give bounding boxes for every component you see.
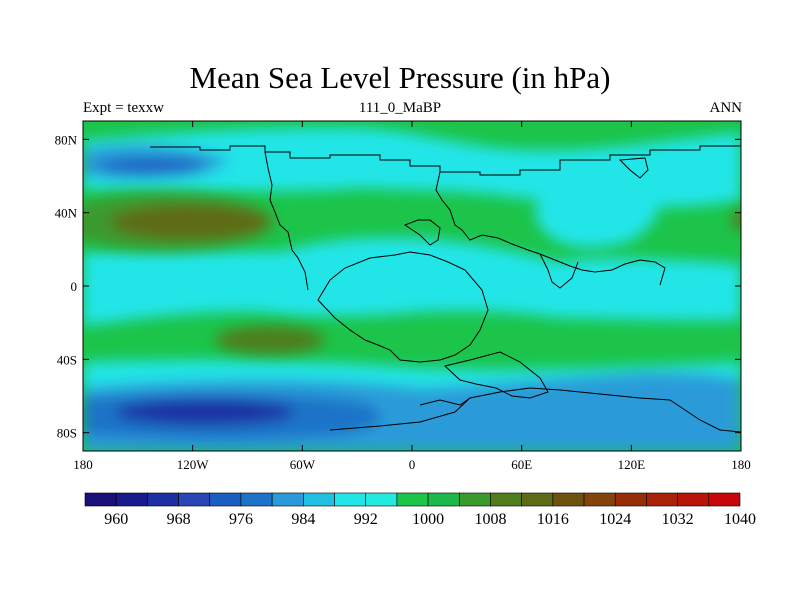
colorbar-label: 960 xyxy=(104,511,128,528)
colorbar-swatch xyxy=(552,492,585,507)
coastline-antarctica xyxy=(329,387,741,433)
y-tick-label: 40N xyxy=(55,206,78,221)
x-tick-label: 60W xyxy=(290,457,316,472)
coastline-gulf xyxy=(403,219,441,246)
colorbar-swatch xyxy=(708,492,741,507)
contour-fill xyxy=(83,121,741,451)
season-label: ANN xyxy=(709,100,743,116)
colorbar: 960 968 976 984 992 1000 1008 1016 1024 1032 1040 xyxy=(84,492,756,528)
x-tick-label: 0 xyxy=(409,457,416,472)
x-tick-label: 180 xyxy=(73,457,93,472)
contour-low-north-core xyxy=(97,158,207,174)
colorbar-label: 992 xyxy=(354,511,378,528)
colorbar-swatch xyxy=(427,492,460,507)
colorbar-swatch xyxy=(115,492,148,507)
period-label: 111_0_MaBP xyxy=(358,100,442,116)
contour-high-south-1016 xyxy=(215,326,325,354)
x-tick-label: 120W xyxy=(177,457,210,472)
coastline-islands xyxy=(618,157,649,179)
colorbar-swatch xyxy=(521,492,554,507)
colorbar-label: 1000 xyxy=(412,511,444,528)
colorbar-swatch xyxy=(240,492,273,507)
coastline-north xyxy=(150,145,741,176)
contour-high-mideast xyxy=(535,178,659,248)
coastline-africa xyxy=(317,251,489,363)
experiment-label: Expt = texxw xyxy=(83,100,164,116)
colorbar-swatch xyxy=(147,492,179,507)
colorbar-label: 1040 xyxy=(724,511,756,528)
coastline-americas xyxy=(264,151,309,291)
colorbar-label: 984 xyxy=(291,511,315,528)
colorbar-label: 976 xyxy=(229,511,253,528)
colorbar-swatch xyxy=(677,492,710,507)
colorbar-label: 1032 xyxy=(662,511,694,528)
colorbar-swatch xyxy=(614,492,647,507)
colorbar-label: 1008 xyxy=(474,511,506,528)
colorbar-swatch xyxy=(178,492,211,507)
contour-low-south-deep xyxy=(115,399,295,425)
latitude-ticks: 80N 40N 0 40S 80S xyxy=(55,132,741,441)
colorbar-swatch xyxy=(209,492,242,507)
contour-band-equator xyxy=(83,237,741,326)
colorbar-swatch xyxy=(303,492,335,507)
colorbar-swatch xyxy=(84,492,117,507)
y-tick-label: 0 xyxy=(71,279,78,294)
coastline-india xyxy=(539,253,579,289)
colorbar-swatch xyxy=(646,492,678,507)
coastline-antarctica-east xyxy=(419,397,471,406)
colorbar-swatch xyxy=(365,492,398,507)
coastlines xyxy=(150,145,741,433)
colorbar-swatch xyxy=(334,492,367,507)
x-tick-label: 60E xyxy=(511,457,532,472)
y-tick-label: 40S xyxy=(57,352,77,367)
colorbar-swatch xyxy=(271,492,304,507)
coastline-eurasia xyxy=(435,171,666,286)
x-tick-label: 180 xyxy=(731,457,751,472)
contour-high-east-1016 xyxy=(733,210,741,230)
y-tick-label: 80N xyxy=(55,132,78,147)
colorbar-swatch xyxy=(490,492,522,507)
colorbar-label: 968 xyxy=(167,511,191,528)
colorbar-label: 1024 xyxy=(599,511,631,528)
colorbar-label: 1016 xyxy=(537,511,569,528)
colorbar-swatch xyxy=(458,492,491,507)
colorbar-swatch xyxy=(396,492,429,507)
contour-high-north-1024 xyxy=(110,204,270,240)
y-tick-label: 80S xyxy=(57,426,77,441)
longitude-ticks: 180 120W 60W 0 60E 120E 180 xyxy=(73,121,751,472)
plot-title: Mean Sea Level Pressure (in hPa) xyxy=(189,60,611,95)
x-tick-label: 120E xyxy=(618,457,646,472)
colorbar-swatch xyxy=(583,492,616,507)
coastline-australia xyxy=(443,351,549,399)
